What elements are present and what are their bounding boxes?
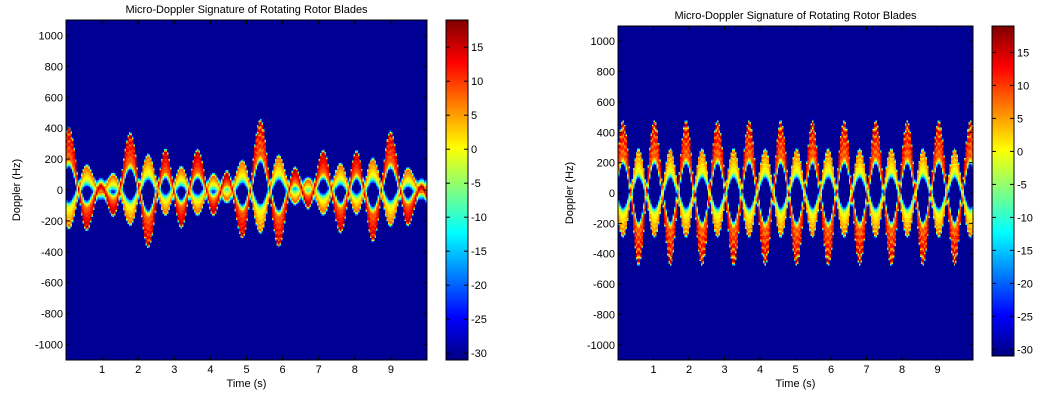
x-tick-label: 4 <box>207 364 213 376</box>
x-tick-label: 7 <box>316 364 322 376</box>
y-tick-label: 800 <box>45 61 63 73</box>
colorbar-tick-label: 10 <box>471 76 483 88</box>
x-tick-label: 3 <box>721 364 727 376</box>
x-tick-label: 2 <box>686 364 692 376</box>
colorbar-tick-label: -25 <box>1017 311 1033 323</box>
spectrogram-chart-right: Micro-Doppler Signature of Rotating Roto… <box>564 10 1033 390</box>
y-tick-label: -400 <box>41 247 63 259</box>
y-tick-label: 0 <box>57 185 63 197</box>
y-tick-label: -600 <box>41 278 63 290</box>
colorbar <box>445 19 469 361</box>
y-tick-label: 800 <box>597 67 615 79</box>
x-tick-label: 1 <box>650 364 656 376</box>
y-tick-label: 600 <box>597 97 615 109</box>
y-tick-label: -600 <box>593 279 615 291</box>
x-tick-label: 2 <box>135 364 141 376</box>
x-tick-label: 6 <box>828 364 834 376</box>
y-tick-label: 400 <box>597 127 615 139</box>
y-tick-label: 200 <box>45 154 63 166</box>
colorbar-tick-label: 5 <box>471 110 477 122</box>
y-tick-label: -200 <box>593 218 615 230</box>
x-tick-label: 9 <box>388 364 394 376</box>
x-axis-label: Time (s) <box>776 378 816 390</box>
colorbar-tick-label: -15 <box>1017 245 1033 257</box>
colorbar-tick-label: 0 <box>471 144 477 156</box>
y-axis-label: Doppler (Hz) <box>11 159 23 221</box>
colorbar <box>991 25 1015 357</box>
x-tick-label: 7 <box>863 364 869 376</box>
colorbar-tick-label: -30 <box>471 348 487 360</box>
y-tick-label: -200 <box>41 216 63 228</box>
y-tick-label: -800 <box>41 309 63 321</box>
colorbar-tick-label: -10 <box>1017 212 1033 224</box>
colorbar-tick-label: -15 <box>471 246 487 258</box>
colorbar-tick-label: -20 <box>1017 278 1033 290</box>
y-axis-label: Doppler (Hz) <box>564 162 576 224</box>
colorbar-tick-label: 15 <box>471 42 483 54</box>
y-tick-label: -1000 <box>35 340 63 352</box>
y-tick-label: -800 <box>593 309 615 321</box>
x-tick-label: 8 <box>352 364 358 376</box>
x-axis-label: Time (s) <box>227 378 267 390</box>
chart-title: Micro-Doppler Signature of Rotating Roto… <box>674 10 917 22</box>
spectrogram-heatmap <box>618 26 973 360</box>
chart-panel-right: Micro-Doppler Signature of Rotating Roto… <box>553 0 1046 403</box>
colorbar-tick-label: 10 <box>1017 80 1029 92</box>
x-tick-label: 5 <box>792 364 798 376</box>
y-tick-label: 1000 <box>591 36 615 48</box>
x-tick-label: 1 <box>99 364 105 376</box>
colorbar-tick-label: -5 <box>471 178 481 190</box>
x-tick-label: 6 <box>280 364 286 376</box>
x-tick-label: 8 <box>899 364 905 376</box>
colorbar-tick-label: -30 <box>1017 344 1033 356</box>
y-tick-label: 200 <box>597 158 615 170</box>
chart-panel-left: Micro-Doppler Signature of Rotating Roto… <box>0 0 523 403</box>
y-tick-label: 1000 <box>39 30 63 42</box>
y-tick-label: 400 <box>45 123 63 135</box>
y-tick-label: -1000 <box>587 340 615 352</box>
y-tick-label: 0 <box>609 188 615 200</box>
colorbar-tick-label: 0 <box>1017 146 1023 158</box>
y-tick-label: 600 <box>45 92 63 104</box>
x-tick-label: 4 <box>757 364 763 376</box>
x-tick-label: 9 <box>934 364 940 376</box>
chart-title: Micro-Doppler Signature of Rotating Roto… <box>125 4 368 16</box>
colorbar-tick-label: -10 <box>471 212 487 224</box>
colorbar-tick-label: 5 <box>1017 113 1023 125</box>
colorbar-tick-label: 15 <box>1017 47 1029 59</box>
colorbar-tick-label: -20 <box>471 280 487 292</box>
spectrogram-chart-left: Micro-Doppler Signature of Rotating Roto… <box>11 4 487 390</box>
spectrogram-heatmap <box>66 20 427 360</box>
colorbar-tick-label: -5 <box>1017 179 1027 191</box>
y-tick-label: -400 <box>593 249 615 261</box>
x-tick-label: 5 <box>243 364 249 376</box>
colorbar-tick-label: -25 <box>471 314 487 326</box>
x-tick-label: 3 <box>171 364 177 376</box>
